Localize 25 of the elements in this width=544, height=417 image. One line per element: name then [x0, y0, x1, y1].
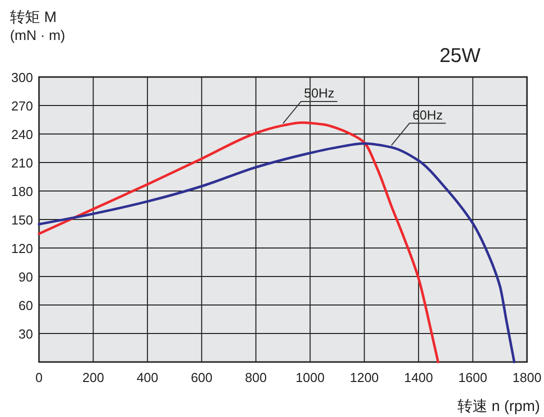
y-tick-label: 270 — [11, 98, 33, 114]
x-tick-label: 1800 — [512, 370, 542, 385]
y-tick-label: 240 — [11, 127, 33, 142]
y-tick-label: 210 — [11, 156, 33, 170]
x-tick-label: 800 — [245, 370, 267, 385]
y-tick-label: 180 — [11, 184, 33, 199]
x-tick-label: 1600 — [458, 370, 488, 385]
x-tick-label: 1000 — [296, 370, 325, 385]
x-tick-label: 1400 — [404, 370, 434, 385]
y-tick-label: 30 — [18, 326, 33, 342]
x-tick-label: 0 — [35, 370, 43, 385]
chart-title: 25W — [439, 45, 481, 67]
y-tick-label: 90 — [18, 270, 33, 284]
x-tick-label: 1200 — [350, 370, 379, 385]
x-axis-title: 转速 n (rpm) — [458, 398, 540, 415]
y-tick-label: 150 — [11, 212, 33, 228]
line-series — [38, 121, 440, 364]
y-tick-label: 120 — [11, 241, 33, 256]
y-tick-label: 300 — [11, 70, 33, 85]
x-tick-label: 600 — [190, 370, 213, 385]
line-series — [38, 142, 516, 364]
y-axis-title: 转矩 M (mN · m) — [10, 9, 66, 43]
x-tick-label: 200 — [82, 370, 104, 385]
x-tick-label: 400 — [136, 370, 158, 385]
y-tick-label: 60 — [18, 298, 33, 313]
